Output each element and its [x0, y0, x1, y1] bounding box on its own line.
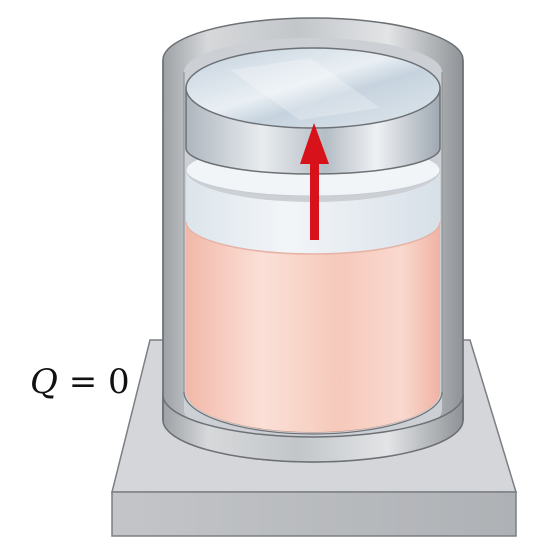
heat-symbol: Q [30, 362, 58, 402]
gas-region [185, 143, 441, 433]
heat-value: = 0 [68, 362, 130, 402]
arrow-up-icon [300, 123, 329, 240]
cylinder-lip [162, 60, 464, 463]
heat-transfer-label: Q = 0 [30, 362, 130, 402]
